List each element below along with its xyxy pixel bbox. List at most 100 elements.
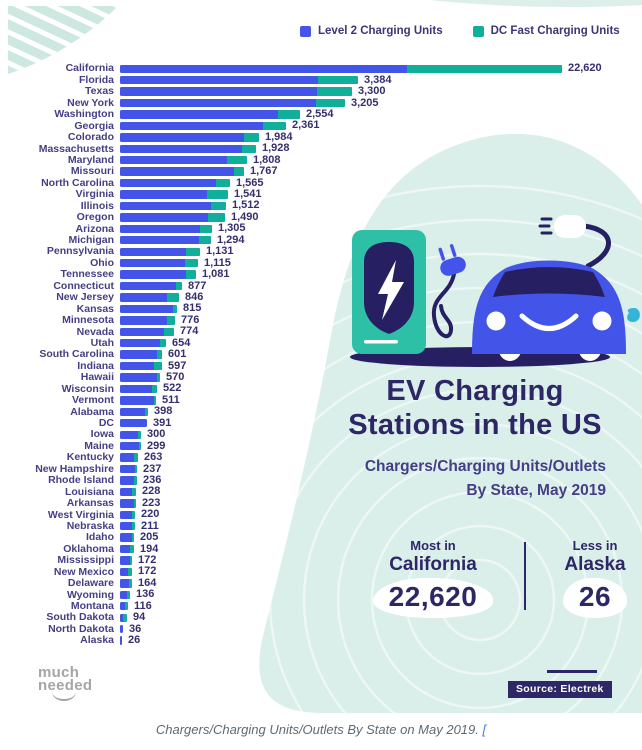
bar-dcfast: [130, 556, 132, 565]
value-label: 774: [180, 325, 199, 338]
bar-level2: [120, 213, 225, 222]
state-label: Oklahoma: [63, 542, 114, 555]
chart-row: Florida 3,384: [10, 74, 630, 85]
state-label: Nebraska: [66, 519, 114, 532]
chart-row: Colorado 1,984: [10, 131, 630, 144]
value-label: 654: [172, 336, 191, 349]
bar-level2: [120, 567, 132, 577]
bar-level2: [120, 316, 175, 325]
bar-level2: [120, 327, 174, 336]
bar-dcfast: [152, 384, 157, 394]
chart-row: Nebraska 211: [10, 519, 630, 532]
value-label: 236: [143, 473, 162, 486]
value-label: 1,928: [262, 142, 290, 155]
bar-level2: [120, 419, 147, 428]
state-label: New Jersey: [56, 291, 114, 304]
bar-dcfast: [134, 453, 138, 462]
chart-row: Utah 654: [10, 336, 630, 349]
value-label: 3,300: [358, 85, 386, 98]
state-label: Colorado: [67, 131, 114, 144]
state-label: Florida: [78, 73, 114, 86]
bar-dcfast: [318, 75, 358, 85]
infographic-subtitle: Chargers/Charging Units/Outlets By State…: [330, 455, 606, 503]
chart-row: Delaware 164: [10, 577, 630, 589]
value-label: 1,565: [236, 176, 264, 189]
value-label: 211: [141, 519, 159, 532]
value-label: 194: [140, 542, 159, 555]
chart-row: Minnesota 776: [10, 314, 630, 327]
value-label: 228: [142, 485, 161, 498]
chart-row: North Carolina 1,565: [10, 177, 630, 188]
chart-row: North Dakota 36: [10, 623, 630, 634]
bar-dcfast: [157, 373, 160, 382]
chart-row: Michigan 1,294: [10, 234, 630, 247]
chart-row: California 22,620: [10, 63, 630, 74]
bar-level2: [120, 75, 358, 85]
chart-row: Hawaii 570: [10, 372, 630, 383]
bar-level2: [120, 98, 345, 108]
state-label: Minnesota: [62, 314, 114, 327]
state-label: Kentucky: [66, 451, 114, 464]
stats-divider: [524, 542, 526, 610]
chart-row: Wyoming 136: [10, 589, 630, 600]
bar-dcfast: [263, 121, 286, 131]
chart-row: Vermont 511: [10, 393, 630, 406]
state-label: Indiana: [77, 359, 114, 372]
value-label: 300: [147, 428, 166, 441]
legend-item-level2: Level 2 Charging Units: [300, 25, 443, 37]
state-label: Wisconsin: [61, 382, 114, 395]
bar-dcfast: [157, 350, 162, 359]
bar-dcfast: [199, 236, 211, 245]
bar-level2: [120, 361, 162, 371]
bar-dcfast: [160, 339, 166, 348]
value-label: 846: [185, 290, 204, 303]
chart-row: Montana 116: [10, 599, 630, 612]
stats-panel: Most in California 22,620 Less in Alaska…: [352, 538, 642, 618]
stat-less-prefix: Less in: [572, 538, 618, 553]
bar-level2: [120, 156, 247, 165]
value-label: 223: [142, 496, 161, 509]
chart-row: Kentucky 263: [10, 452, 630, 463]
state-label: Nevada: [76, 325, 114, 338]
bar-dcfast: [145, 407, 148, 417]
state-label: Mississippi: [57, 554, 114, 567]
state-label: Michigan: [68, 234, 114, 247]
bar-dcfast: [138, 430, 141, 439]
bar-level2: [120, 396, 156, 405]
state-label: Tennessee: [60, 268, 115, 281]
value-label: 570: [166, 371, 185, 384]
value-label: 237: [143, 462, 162, 475]
chart-row: DC 391: [10, 417, 630, 430]
state-label: New Mexico: [53, 565, 114, 578]
chart-row: New Mexico 172: [10, 566, 630, 577]
state-label: South Carolina: [39, 348, 114, 361]
source-badge: Source: Electrek: [508, 681, 612, 698]
bar-level2: [120, 304, 177, 314]
value-label: 299: [147, 439, 166, 452]
chart-row: New Hampshire 237: [10, 463, 630, 474]
bar-dcfast: [129, 579, 132, 588]
value-label: 1,490: [231, 210, 259, 223]
bar-level2: [120, 133, 259, 142]
bar-level2: [120, 270, 196, 279]
state-label: DC: [98, 417, 114, 430]
bar-level2: [120, 590, 130, 600]
citation-link-bracket[interactable]: [: [482, 722, 487, 737]
value-label: 1,512: [232, 199, 260, 212]
value-label: 26: [128, 634, 141, 647]
value-label: 36: [129, 622, 142, 635]
bar-level2: [120, 430, 141, 439]
chart-row: South Carolina 601: [10, 349, 630, 360]
chart-row: Massachusetts 1,928: [10, 143, 630, 154]
value-label: 2,554: [306, 107, 334, 120]
bar-level2: [120, 441, 141, 451]
bar-chart: California 22,620 Florida 3,384 Texas 3,300 Ne…: [10, 63, 630, 646]
state-label: New Hampshire: [35, 462, 114, 475]
value-label: 116: [134, 599, 152, 612]
value-label: 1,767: [250, 165, 278, 178]
stat-less-state: Alaska: [564, 554, 626, 575]
bar-dcfast: [407, 64, 562, 73]
value-label: 1,305: [218, 222, 246, 235]
value-label: 511: [162, 393, 180, 406]
